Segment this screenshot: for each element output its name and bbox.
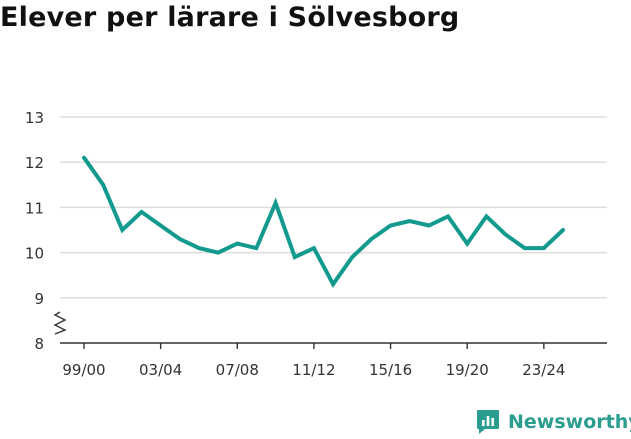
- chart-title: Elever per lärare i Sölvesborg: [0, 2, 460, 33]
- series-lines: [82, 155, 565, 289]
- x-tick-label: 03/04: [139, 361, 182, 379]
- y-axis: 8 9 10 11 12 13: [25, 109, 67, 353]
- brand-name: Newsworthy: [508, 411, 631, 433]
- y-tick-label: 8: [34, 335, 44, 353]
- x-tick-label: 15/16: [369, 361, 412, 379]
- x-tick-label: 11/12: [292, 361, 335, 379]
- series-line: [82, 155, 565, 289]
- y-tick-label: 11: [25, 199, 44, 217]
- x-tick-label: 19/20: [446, 361, 489, 379]
- x-tick-label: 23/24: [522, 361, 565, 379]
- y-tick-label: 10: [25, 245, 44, 263]
- grid-lines: [60, 116, 607, 299]
- newsworthy-brand: Newsworthy: [476, 409, 631, 435]
- x-axis: 99/00 03/04 07/08 11/12 15/16 19/20 23/24: [60, 342, 607, 379]
- newsworthy-logo-icon: [477, 410, 499, 434]
- x-tick-label: 07/08: [216, 361, 259, 379]
- y-tick-label: 13: [25, 109, 44, 127]
- y-tick-label: 9: [34, 290, 44, 308]
- axis-break-icon: [53, 311, 67, 335]
- y-tick-label: 12: [25, 154, 44, 172]
- x-tick-label: 99/00: [62, 361, 105, 379]
